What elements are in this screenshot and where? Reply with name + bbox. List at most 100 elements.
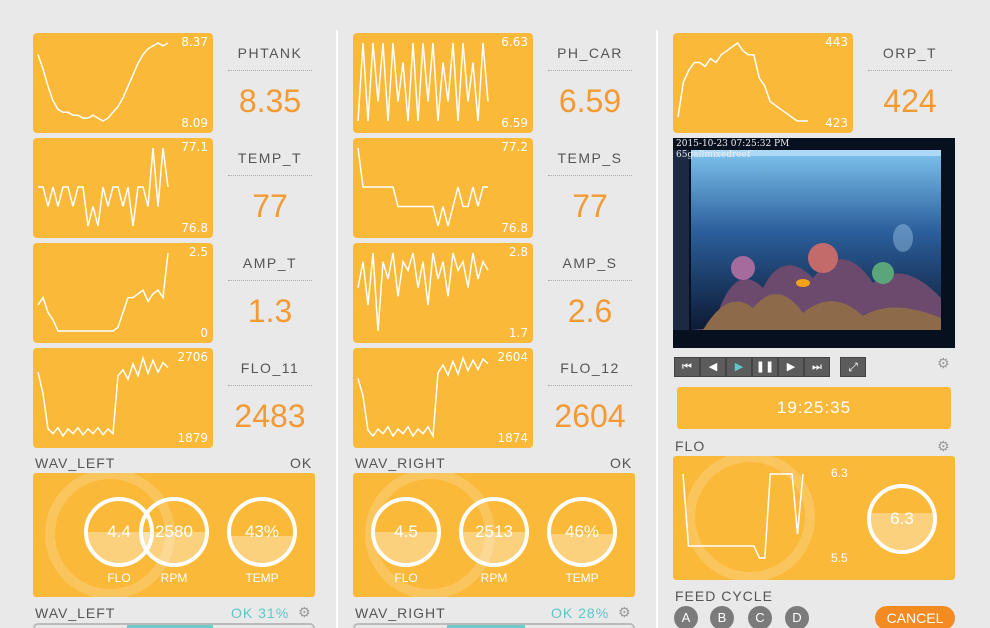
- column-divider-left: [336, 30, 338, 628]
- flo-gauge: 6.3: [867, 484, 937, 554]
- flo-11-readout: FLO_11 2483: [226, 350, 314, 435]
- skip-forward-icon[interactable]: ⏭: [804, 357, 830, 377]
- ph-car-sparkline: 6.63 6.59: [353, 33, 533, 133]
- sparkline-min: 76.8: [181, 221, 208, 235]
- sparkline-max: 2.8: [508, 245, 528, 259]
- readout-value: 2.6: [567, 293, 613, 329]
- flo-max: 6.3: [831, 466, 848, 480]
- rpm-gauge: 2580: [139, 497, 209, 567]
- sparkline-max: 6.63: [501, 35, 528, 49]
- readout-value: 77: [252, 188, 288, 224]
- feed-button-b[interactable]: B: [710, 606, 734, 628]
- readout-name: AMP_T: [228, 245, 312, 281]
- gauge-label: RPM: [160, 571, 188, 585]
- readout-value: 2483: [234, 398, 306, 434]
- wave-left-level-bar: [33, 623, 315, 628]
- fullscreen-icon[interactable]: ⤢: [840, 357, 866, 377]
- skip-back-icon[interactable]: ⏮: [674, 357, 700, 377]
- gauge-label: RPM: [480, 571, 508, 585]
- readout-name: PHTANK: [228, 35, 312, 71]
- phtank-sparkline: 8.37 8.09: [33, 33, 213, 133]
- wave-left-footer-status: OK 31%: [231, 605, 290, 621]
- pause-icon[interactable]: ❚❚: [752, 357, 778, 377]
- flo-12-sparkline: 2604 1874: [353, 348, 533, 448]
- amp-t-sparkline: 2.5 0: [33, 243, 213, 343]
- temp-gauge: 46%: [547, 497, 617, 567]
- sparkline-max: 2604: [497, 350, 528, 364]
- readout-name: TEMP_T: [228, 140, 312, 176]
- flo-12-readout: FLO_12 2604: [546, 350, 634, 435]
- rpm-gauge: 2513: [459, 497, 529, 567]
- temp-s-sparkline: 77.2 76.8: [353, 138, 533, 238]
- flo-min: 5.5: [831, 551, 848, 565]
- readout-name: FLO_11: [228, 350, 312, 386]
- readout-value: 8.35: [238, 83, 302, 119]
- flo-11-sparkline: 2706 1879: [33, 348, 213, 448]
- flo-title: FLO: [675, 438, 706, 454]
- readout-value: 2604: [554, 398, 626, 434]
- wave-left-panel: 4.4 FLO 2580 RPM 43% TEMP: [33, 473, 315, 597]
- camera-gear-icon[interactable]: ⚙: [937, 355, 950, 371]
- gauge-label: FLO: [107, 571, 131, 585]
- flo-panel: 6.3 5.5 6.3: [673, 456, 955, 580]
- wave-right-gear-icon[interactable]: ⚙: [618, 604, 631, 620]
- clock-display: 19:25:35: [677, 387, 951, 429]
- sparkline-min: 0: [200, 326, 208, 340]
- step-back-icon[interactable]: ◀: [700, 357, 726, 377]
- sparkline-min: 423: [825, 116, 848, 130]
- wave-left-title: WAV_LEFT: [35, 455, 116, 471]
- gauge-label: FLO: [394, 571, 418, 585]
- cancel-button[interactable]: CANCEL: [875, 606, 955, 628]
- wave-right-level-bar: [353, 623, 635, 628]
- phtank-readout: PHTANK 8.35: [226, 35, 314, 120]
- wave-right-footer-status: OK 28%: [551, 605, 610, 621]
- flo-sparkline: [682, 473, 804, 559]
- sparkline-max: 77.1: [181, 140, 208, 154]
- feed-cycle-title: FEED CYCLE: [675, 588, 773, 604]
- orp-t-readout: ORP_T 424: [866, 35, 954, 120]
- feed-button-d[interactable]: D: [785, 606, 809, 628]
- wave-left-footer-title: WAV_LEFT: [35, 605, 116, 621]
- column-divider-right: [656, 30, 658, 628]
- temp-t-readout: TEMP_T 77: [226, 140, 314, 225]
- gauge-label: TEMP: [565, 571, 599, 585]
- feed-button-c[interactable]: C: [748, 606, 772, 628]
- gauge-label: TEMP: [245, 571, 279, 585]
- sparkline-min: 1.7: [508, 326, 528, 340]
- readout-name: PH_CAR: [548, 35, 632, 71]
- wave-left-gear-icon[interactable]: ⚙: [298, 604, 311, 620]
- aquarium-image: [673, 138, 955, 348]
- amp-s-readout: AMP_S 2.6: [546, 245, 634, 330]
- camera-timestamp: 2015-10-23 07:25:32 PM 65gallmixedreef: [676, 139, 790, 160]
- wave-right-panel: 4.5 FLO 2513 RPM 46% TEMP: [353, 473, 635, 597]
- aquarium-camera-feed[interactable]: 2015-10-23 07:25:32 PM 65gallmixedreef: [673, 138, 955, 348]
- video-controls: ⏮ ◀ ▶ ❚❚ ▶ ⏭: [674, 357, 830, 377]
- orp-t-sparkline: 443 423: [673, 33, 853, 133]
- readout-name: FLO_12: [548, 350, 632, 386]
- sparkline-min: 76.8: [501, 221, 528, 235]
- flo-gear-icon[interactable]: ⚙: [937, 438, 950, 454]
- readout-value: 77: [572, 188, 608, 224]
- wave-right-footer-title: WAV_RIGHT: [355, 605, 446, 621]
- readout-name: ORP_T: [868, 35, 952, 71]
- pump-logo-watermark: [685, 456, 815, 580]
- play-icon[interactable]: ▶: [726, 357, 752, 377]
- sparkline-max: 2706: [177, 350, 208, 364]
- amp-s-sparkline: 2.8 1.7: [353, 243, 533, 343]
- amp-t-readout: AMP_T 1.3: [226, 245, 314, 330]
- readout-value: 6.59: [558, 83, 622, 119]
- sparkline-max: 77.2: [501, 140, 528, 154]
- sparkline-min: 1874: [497, 431, 528, 445]
- sparkline-max: 2.5: [188, 245, 208, 259]
- wave-left-status: OK: [290, 455, 313, 471]
- flo-gauge: 4.5: [371, 497, 441, 567]
- temp-t-sparkline: 77.1 76.8: [33, 138, 213, 238]
- temp-s-readout: TEMP_S 77: [546, 140, 634, 225]
- temp-gauge: 43%: [227, 497, 297, 567]
- readout-value: 1.3: [247, 293, 293, 329]
- sparkline-max: 443: [825, 35, 848, 49]
- feed-button-a[interactable]: A: [674, 606, 698, 628]
- readout-value: 424: [883, 83, 937, 119]
- readout-name: AMP_S: [548, 245, 632, 281]
- step-forward-icon[interactable]: ▶: [778, 357, 804, 377]
